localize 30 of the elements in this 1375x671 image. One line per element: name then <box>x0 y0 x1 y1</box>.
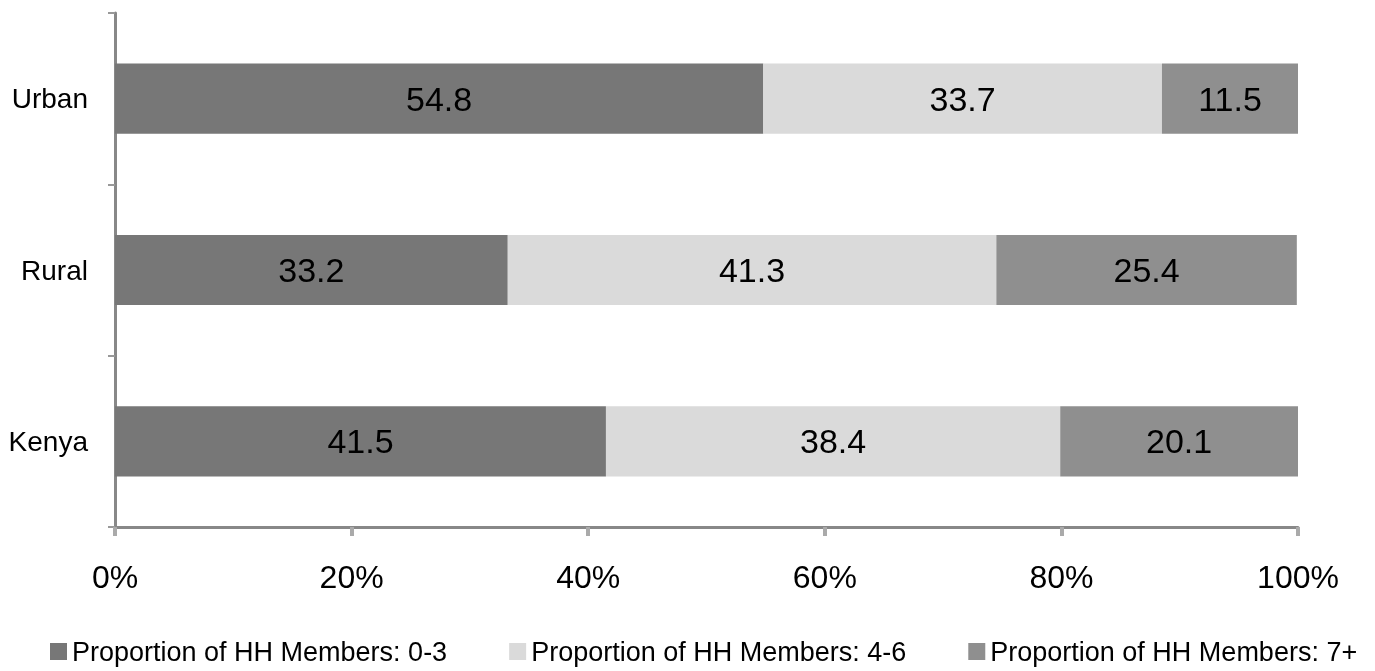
bar <box>605 406 1061 477</box>
data-label: 41.3 <box>718 251 786 289</box>
y-tick-label: Kenya <box>8 425 89 457</box>
x-tick-label: 60% <box>792 559 857 595</box>
data-label: 33.7 <box>929 79 996 118</box>
bar <box>115 234 508 306</box>
x-tick-label: 100% <box>1257 559 1339 595</box>
data-label: 25.4 <box>1113 251 1180 289</box>
legend-label: Proportion of HH Members: 4-6 <box>531 636 907 667</box>
x-tick-label: 40% <box>556 559 621 595</box>
x-tick-label: 20% <box>319 559 384 595</box>
data-label: 54.8 <box>406 79 473 118</box>
y-tick-label: Rural <box>21 254 88 286</box>
y-tick-label: Urban <box>11 83 88 115</box>
bar <box>115 63 764 134</box>
bar <box>763 63 1162 134</box>
bar <box>996 234 1297 306</box>
data-label: 20.1 <box>1146 422 1213 461</box>
bar <box>1161 63 1298 134</box>
bar <box>1060 406 1298 477</box>
x-tick-label: 0% <box>91 559 139 595</box>
data-label: 33.2 <box>278 251 345 289</box>
legend-label: Proportion of HH Members: 0-3 <box>72 636 448 667</box>
x-tick-label: 80% <box>1029 559 1094 595</box>
legend-label: Proportion of HH Members: 7+ <box>990 636 1358 667</box>
data-label: 11.5 <box>1198 79 1262 118</box>
data-label: 41.5 <box>327 422 394 461</box>
data-label: 38.4 <box>799 422 867 461</box>
bar <box>507 234 997 306</box>
bar <box>115 406 606 477</box>
